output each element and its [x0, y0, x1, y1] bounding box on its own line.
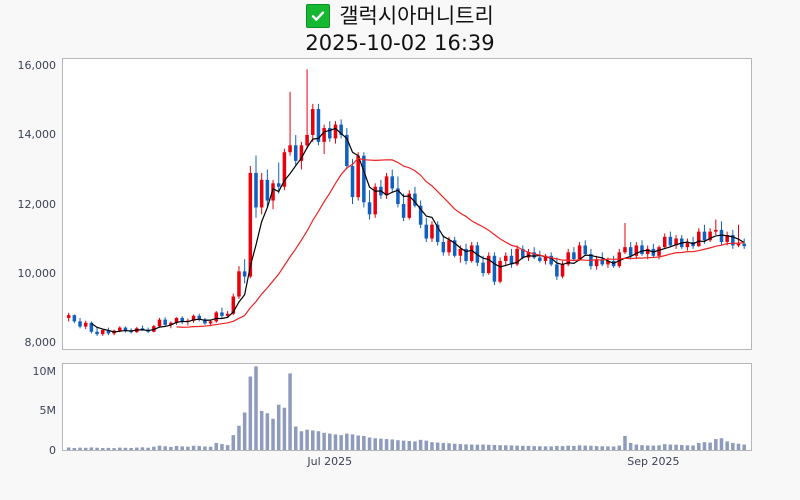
title-row: 갤럭시아머니트리	[0, 2, 800, 30]
page-title: 갤럭시아머니트리	[339, 4, 494, 28]
price-chart-panel[interactable]	[62, 58, 752, 350]
price-axis-tick: 12,000	[17, 197, 57, 211]
volume-axis-tick: 10M	[32, 365, 57, 379]
x-axis-tick: Jul 2025	[307, 455, 353, 468]
timestamp-label: 2025-10-02 16:39	[305, 31, 495, 55]
price-axis-tick: 10,000	[17, 266, 57, 280]
x-axis-tick: Sep 2025	[627, 455, 680, 468]
price-axis-tick: 14,000	[17, 128, 57, 142]
volume-axis-tick: 0	[49, 443, 56, 457]
candlestick-plot	[66, 69, 746, 336]
price-axis-tick: 8,000	[24, 335, 57, 349]
volume-axis-tick: 5M	[39, 404, 57, 418]
price-axis-tick: 16,000	[17, 59, 57, 73]
volume-plot	[66, 366, 746, 450]
volume-chart-panel[interactable]	[62, 363, 752, 451]
green-check-icon	[306, 4, 331, 28]
